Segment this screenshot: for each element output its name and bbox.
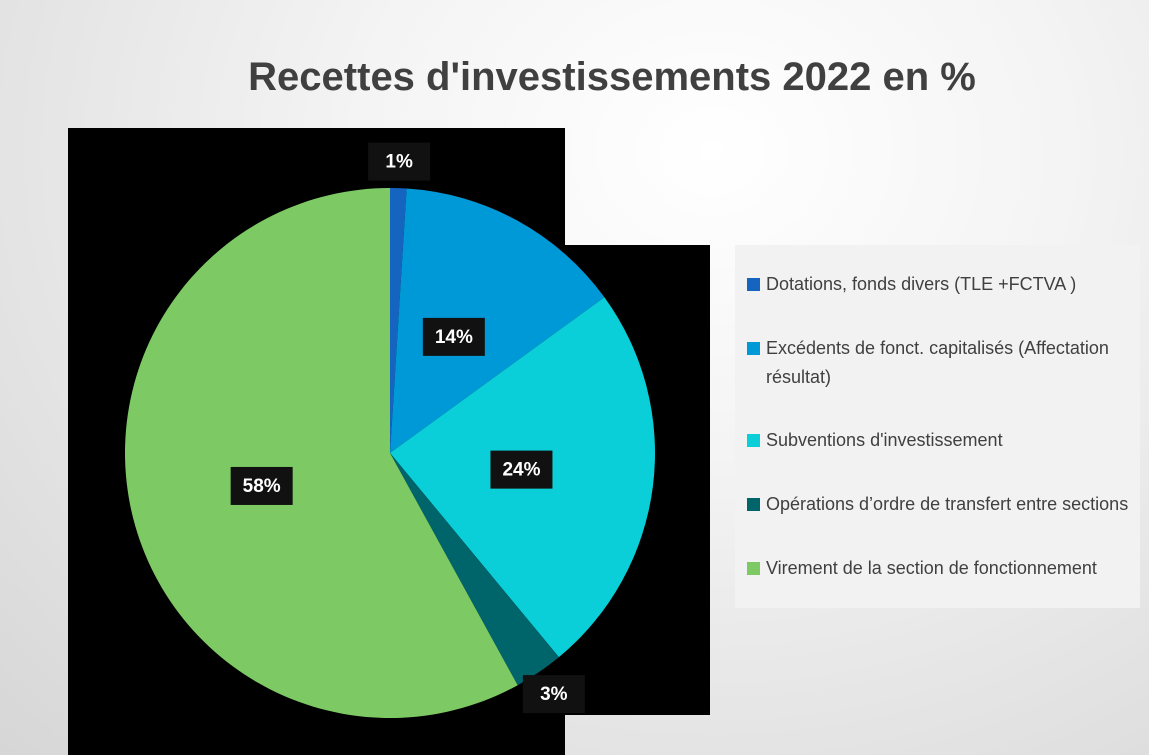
data-label: 14% [435,327,473,348]
data-label-box [368,142,431,181]
legend-item: Virement de la section de fonctionnement [747,554,1130,583]
legend-item: Opérations d’ordre de transfert entre se… [747,490,1130,519]
pie-slice [124,188,518,719]
data-label-box [522,675,585,714]
legend-swatch [747,561,760,575]
legend-swatch [747,278,760,292]
data-label-box [230,466,293,505]
data-label-box [490,450,553,489]
data-label-box [422,317,485,356]
legend-label: Excédents de fonct. capitalisés (Affecta… [766,337,1109,387]
legend-swatch [747,434,760,448]
legend: Dotations, fonds divers (TLE +FCTVA ) Exc… [735,245,1140,608]
pie-slice [390,188,407,453]
pie-slice [390,453,559,686]
legend-swatch [747,498,760,512]
legend-label: Subventions d'investissement [766,430,1003,451]
pie-slice [390,188,605,453]
data-label: 24% [502,460,540,481]
legend-label: Opérations d’ordre de transfert entre se… [766,494,1129,515]
data-label: 3% [540,684,568,705]
pie [124,188,655,719]
chart-title: Recettes d'investissements 2022 en % [248,55,976,99]
legend-swatch [747,341,760,355]
legend-label: Dotations, fonds divers (TLE +FCTVA ) [766,274,1077,295]
data-label: 1% [385,152,413,173]
data-label: 58% [243,476,281,497]
legend-item: Dotations, fonds divers (TLE +FCTVA ) [747,270,1130,299]
data-labels: 1% 14% 24% 3% 58% [230,142,585,714]
legend-item: Excédents de fonct. capitalisés (Affecta… [747,334,1130,392]
legend-label: Virement de la section de fonctionnement [766,557,1097,578]
legend-item: Subventions d'investissement [747,426,1130,455]
